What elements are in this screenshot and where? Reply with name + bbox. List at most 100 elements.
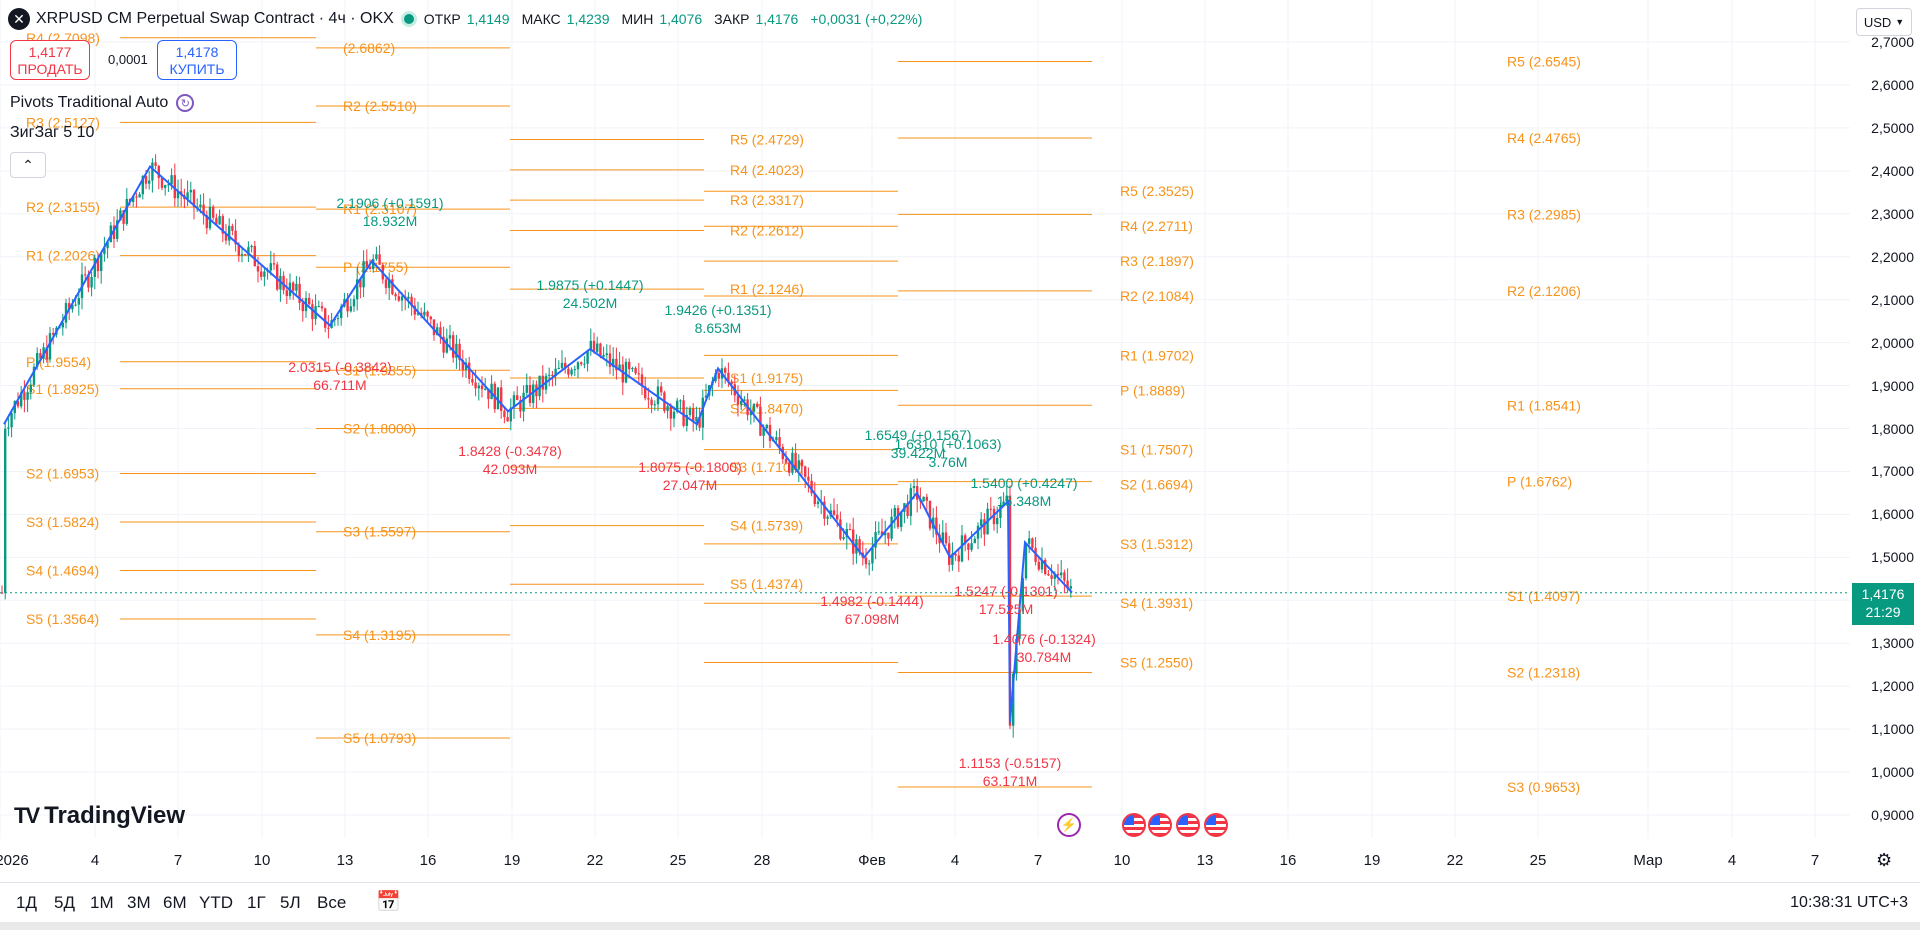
zigzag-label: 1.8075 (-0.1800) — [638, 459, 742, 475]
tradingview-logo-icon: TV — [14, 803, 40, 828]
price-scale[interactable]: 2,7000 2,6000 2,5000 2,4000 2,3000 2,2000 2,10… — [1850, 0, 1920, 838]
candle-body — [52, 333, 55, 335]
indicator-pivots[interactable]: Pivots Traditional Auto ↻ — [10, 94, 195, 112]
symbol-title[interactable]: XRPUSD CM Perpetual Swap Contract · 4ч ·… — [36, 10, 394, 27]
candle-body — [999, 505, 1002, 519]
candle-body — [695, 416, 698, 422]
zigzag-volume: 42.093M — [483, 461, 537, 477]
candle-body — [1063, 572, 1066, 581]
candle-body — [439, 327, 442, 337]
candle-body — [368, 267, 372, 269]
zigzag-volume: 39.422M — [891, 445, 945, 461]
candle-body — [778, 437, 781, 447]
us-flag-icon[interactable] — [1148, 813, 1172, 837]
candle-body — [957, 555, 960, 562]
buy-price: 1,4178 — [175, 44, 219, 60]
time-tick: 28 — [753, 852, 771, 869]
range-button[interactable]: 1М — [90, 893, 114, 912]
indicator-zigzag[interactable]: ЗигЗаг 5 10 — [10, 124, 95, 141]
candle-body — [791, 452, 794, 473]
lightning-icon[interactable]: ⚡ — [1057, 813, 1081, 837]
candle-body — [768, 424, 772, 442]
pivot-label: S2 (1.2318) — [1507, 665, 1580, 681]
range-button[interactable]: 3М — [127, 893, 151, 912]
candle-body — [852, 529, 855, 554]
close-value: 1,4176 — [755, 11, 799, 27]
range-button[interactable]: 1Г — [247, 893, 266, 912]
buy-button[interactable]: 1,4178 КУПИТЬ — [157, 40, 237, 80]
calendar-icon[interactable]: 📅 — [376, 891, 401, 913]
candle-body — [352, 299, 356, 307]
candle-body — [356, 279, 359, 300]
pivot-label: S2 (1.8000) — [343, 421, 416, 437]
candle-body — [669, 406, 672, 419]
candle-body — [503, 410, 506, 418]
range-button[interactable]: 5Л — [280, 893, 301, 912]
zigzag-label: 1.8428 (-0.3478) — [458, 443, 562, 459]
candle-body — [256, 266, 260, 272]
us-flag-icon[interactable] — [1122, 813, 1146, 837]
range-button[interactable]: 6М — [163, 893, 187, 912]
price-tick: 1,3000 — [1871, 635, 1914, 652]
candle-body — [74, 304, 77, 306]
sell-button[interactable]: 1,4177 ПРОДАТЬ — [10, 40, 90, 80]
candle-body — [554, 368, 557, 377]
candle-body — [487, 388, 490, 400]
pivot-label: S1 (1.9355) — [343, 362, 416, 378]
candle-body — [631, 368, 634, 370]
us-flag-icon[interactable] — [1204, 813, 1228, 837]
time-axis[interactable]: 2026 4 7 10 13 16 19 22 25 28 Фев 4 7 10 13 16 19 22 25 Мар… — [0, 838, 1920, 882]
pivot-label: R1 (2.3107) — [343, 201, 417, 217]
candle-body — [308, 297, 311, 305]
candle-body — [832, 510, 836, 515]
pivot-label: S5 (1.0793) — [343, 730, 416, 746]
range-button[interactable]: 1Д — [16, 893, 37, 912]
candle-body — [570, 369, 573, 375]
candle-body — [442, 336, 445, 353]
price-chart[interactable]: R4 (2.7098)R3 (2.5127)R2 (2.3155)R1 (2.2… — [0, 0, 1850, 838]
us-flag-icon[interactable] — [1176, 813, 1200, 837]
candle-body — [4, 428, 7, 593]
pivot-label: R1 (1.9702) — [1120, 347, 1194, 363]
low-value: 1,4076 — [659, 11, 703, 27]
pivot-label: S4 (1.3195) — [343, 627, 416, 643]
candle-body — [788, 462, 791, 473]
candle-body — [23, 392, 26, 400]
candle-body — [260, 271, 263, 277]
candle-body — [797, 460, 800, 470]
pivot-label: S2 (1.6953) — [26, 465, 99, 481]
range-button[interactable]: 5Д — [54, 893, 75, 912]
tradingview-logo[interactable]: TV TradingView — [14, 802, 185, 830]
candle-body — [320, 306, 324, 309]
candle-body — [1005, 495, 1008, 502]
candle-body — [653, 404, 656, 406]
chevron-down-icon: ▼ — [1895, 17, 1905, 27]
candle-body — [762, 428, 765, 436]
spread-value: 0,0001 — [108, 52, 148, 67]
candle-body — [813, 493, 816, 504]
candle-body — [724, 368, 727, 373]
clock[interactable]: 10:38:31 UTC+3 — [1790, 894, 1908, 911]
pivot-label: R3 (2.2985) — [1507, 206, 1581, 222]
range-button[interactable]: Все — [317, 893, 347, 912]
range-button[interactable]: YTD — [199, 893, 233, 912]
candle-body — [756, 403, 759, 407]
pivot-label: S3 (0.9653) — [1507, 779, 1580, 795]
candle-body — [160, 177, 164, 188]
gear-icon[interactable]: ⚙ — [1876, 850, 1893, 870]
candle-body — [586, 350, 589, 364]
candle-body — [640, 374, 644, 387]
candle-body — [173, 175, 176, 199]
candle-body — [765, 424, 768, 429]
candle-body — [807, 476, 810, 481]
candle-body — [602, 355, 605, 357]
currency-selector[interactable]: USD ▼ — [1856, 8, 1912, 36]
chart-area[interactable]: R4 (2.7098) R3 (2.5127) R2 (2.3155) R1 (2.2… — [0, 0, 1850, 838]
collapse-legend-button[interactable]: ⌃ — [10, 152, 46, 178]
candle-body — [378, 254, 381, 265]
pivot-label: R2 (2.3155) — [26, 199, 100, 215]
candle-body — [285, 290, 288, 297]
candle-body — [941, 532, 944, 544]
candle-body — [522, 392, 525, 412]
candle-body — [900, 511, 903, 528]
